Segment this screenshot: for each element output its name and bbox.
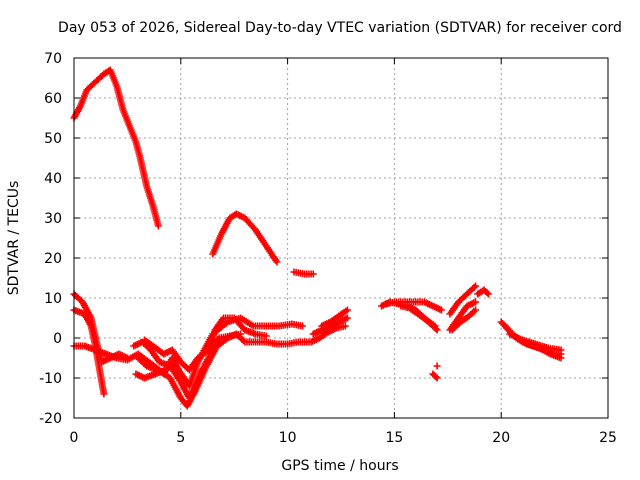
data-points — [70, 66, 565, 410]
y-tick-label: 0 — [53, 331, 62, 347]
x-tick-label: 15 — [385, 430, 403, 446]
data-point — [100, 390, 108, 398]
data-point — [309, 270, 317, 278]
data-point — [484, 290, 492, 298]
data-point — [557, 346, 565, 354]
series-track-u — [448, 306, 480, 334]
data-point — [237, 330, 245, 338]
series-track-i — [140, 330, 245, 374]
chart-title: Day 053 of 2026, Sidereal Day-to-day VTE… — [58, 20, 622, 36]
data-point — [433, 326, 441, 334]
y-tick-label: -10 — [39, 371, 62, 387]
x-tick-label: 10 — [279, 430, 297, 446]
y-tick-label: 10 — [44, 291, 62, 307]
series-track-j — [132, 358, 181, 382]
y-tick-label: 30 — [44, 211, 62, 227]
x-tick-label: 0 — [70, 430, 79, 446]
data-point — [341, 322, 349, 330]
series-track-b — [209, 210, 281, 266]
data-point — [273, 258, 281, 266]
series-track-a — [70, 66, 162, 230]
y-tick-label: 70 — [44, 51, 62, 67]
series-track-p — [397, 302, 439, 330]
series-track-r — [433, 362, 441, 370]
data-point — [239, 337, 247, 345]
series-track-y — [506, 330, 565, 354]
data-point — [343, 314, 351, 322]
x-tick-label: 20 — [492, 430, 510, 446]
data-point — [433, 362, 441, 370]
y-tick-label: -20 — [39, 411, 62, 427]
data-point — [173, 358, 181, 366]
series-track-t — [446, 282, 480, 318]
data-point — [262, 332, 270, 340]
data-point — [437, 306, 445, 314]
series-track-v — [474, 286, 492, 298]
y-tick-label: 50 — [44, 131, 62, 147]
data-point — [154, 222, 162, 230]
series-track-c — [290, 268, 317, 278]
series-track-m — [318, 306, 351, 330]
data-point — [472, 298, 480, 306]
data-point — [483, 289, 491, 297]
plot-frame — [73, 57, 609, 419]
data-point — [431, 322, 439, 330]
y-tick-label: 20 — [44, 251, 62, 267]
data-point — [171, 359, 179, 367]
data-point — [470, 283, 478, 291]
x-tick-label: 5 — [176, 430, 185, 446]
y-axis-label: SDTVAR / TECUs — [6, 181, 22, 296]
axis-ticks: 0 5 10 15 20 25 -20 -10 0 10 20 30 40 50 60 70 — [39, 51, 617, 446]
x-axis-label: GPS time / hours — [281, 458, 398, 474]
x-tick-label: 25 — [599, 430, 617, 446]
series-track-o — [382, 298, 445, 314]
data-point — [557, 354, 565, 362]
data-point — [472, 282, 480, 290]
data-point — [432, 373, 440, 381]
data-point — [433, 374, 441, 382]
y-tick-label: 60 — [44, 91, 62, 107]
data-point — [299, 322, 307, 330]
data-point — [343, 306, 351, 314]
data-point — [472, 306, 480, 314]
y-tick-label: 40 — [44, 171, 62, 187]
series-track-l — [307, 322, 349, 346]
series-track-q — [429, 370, 441, 382]
